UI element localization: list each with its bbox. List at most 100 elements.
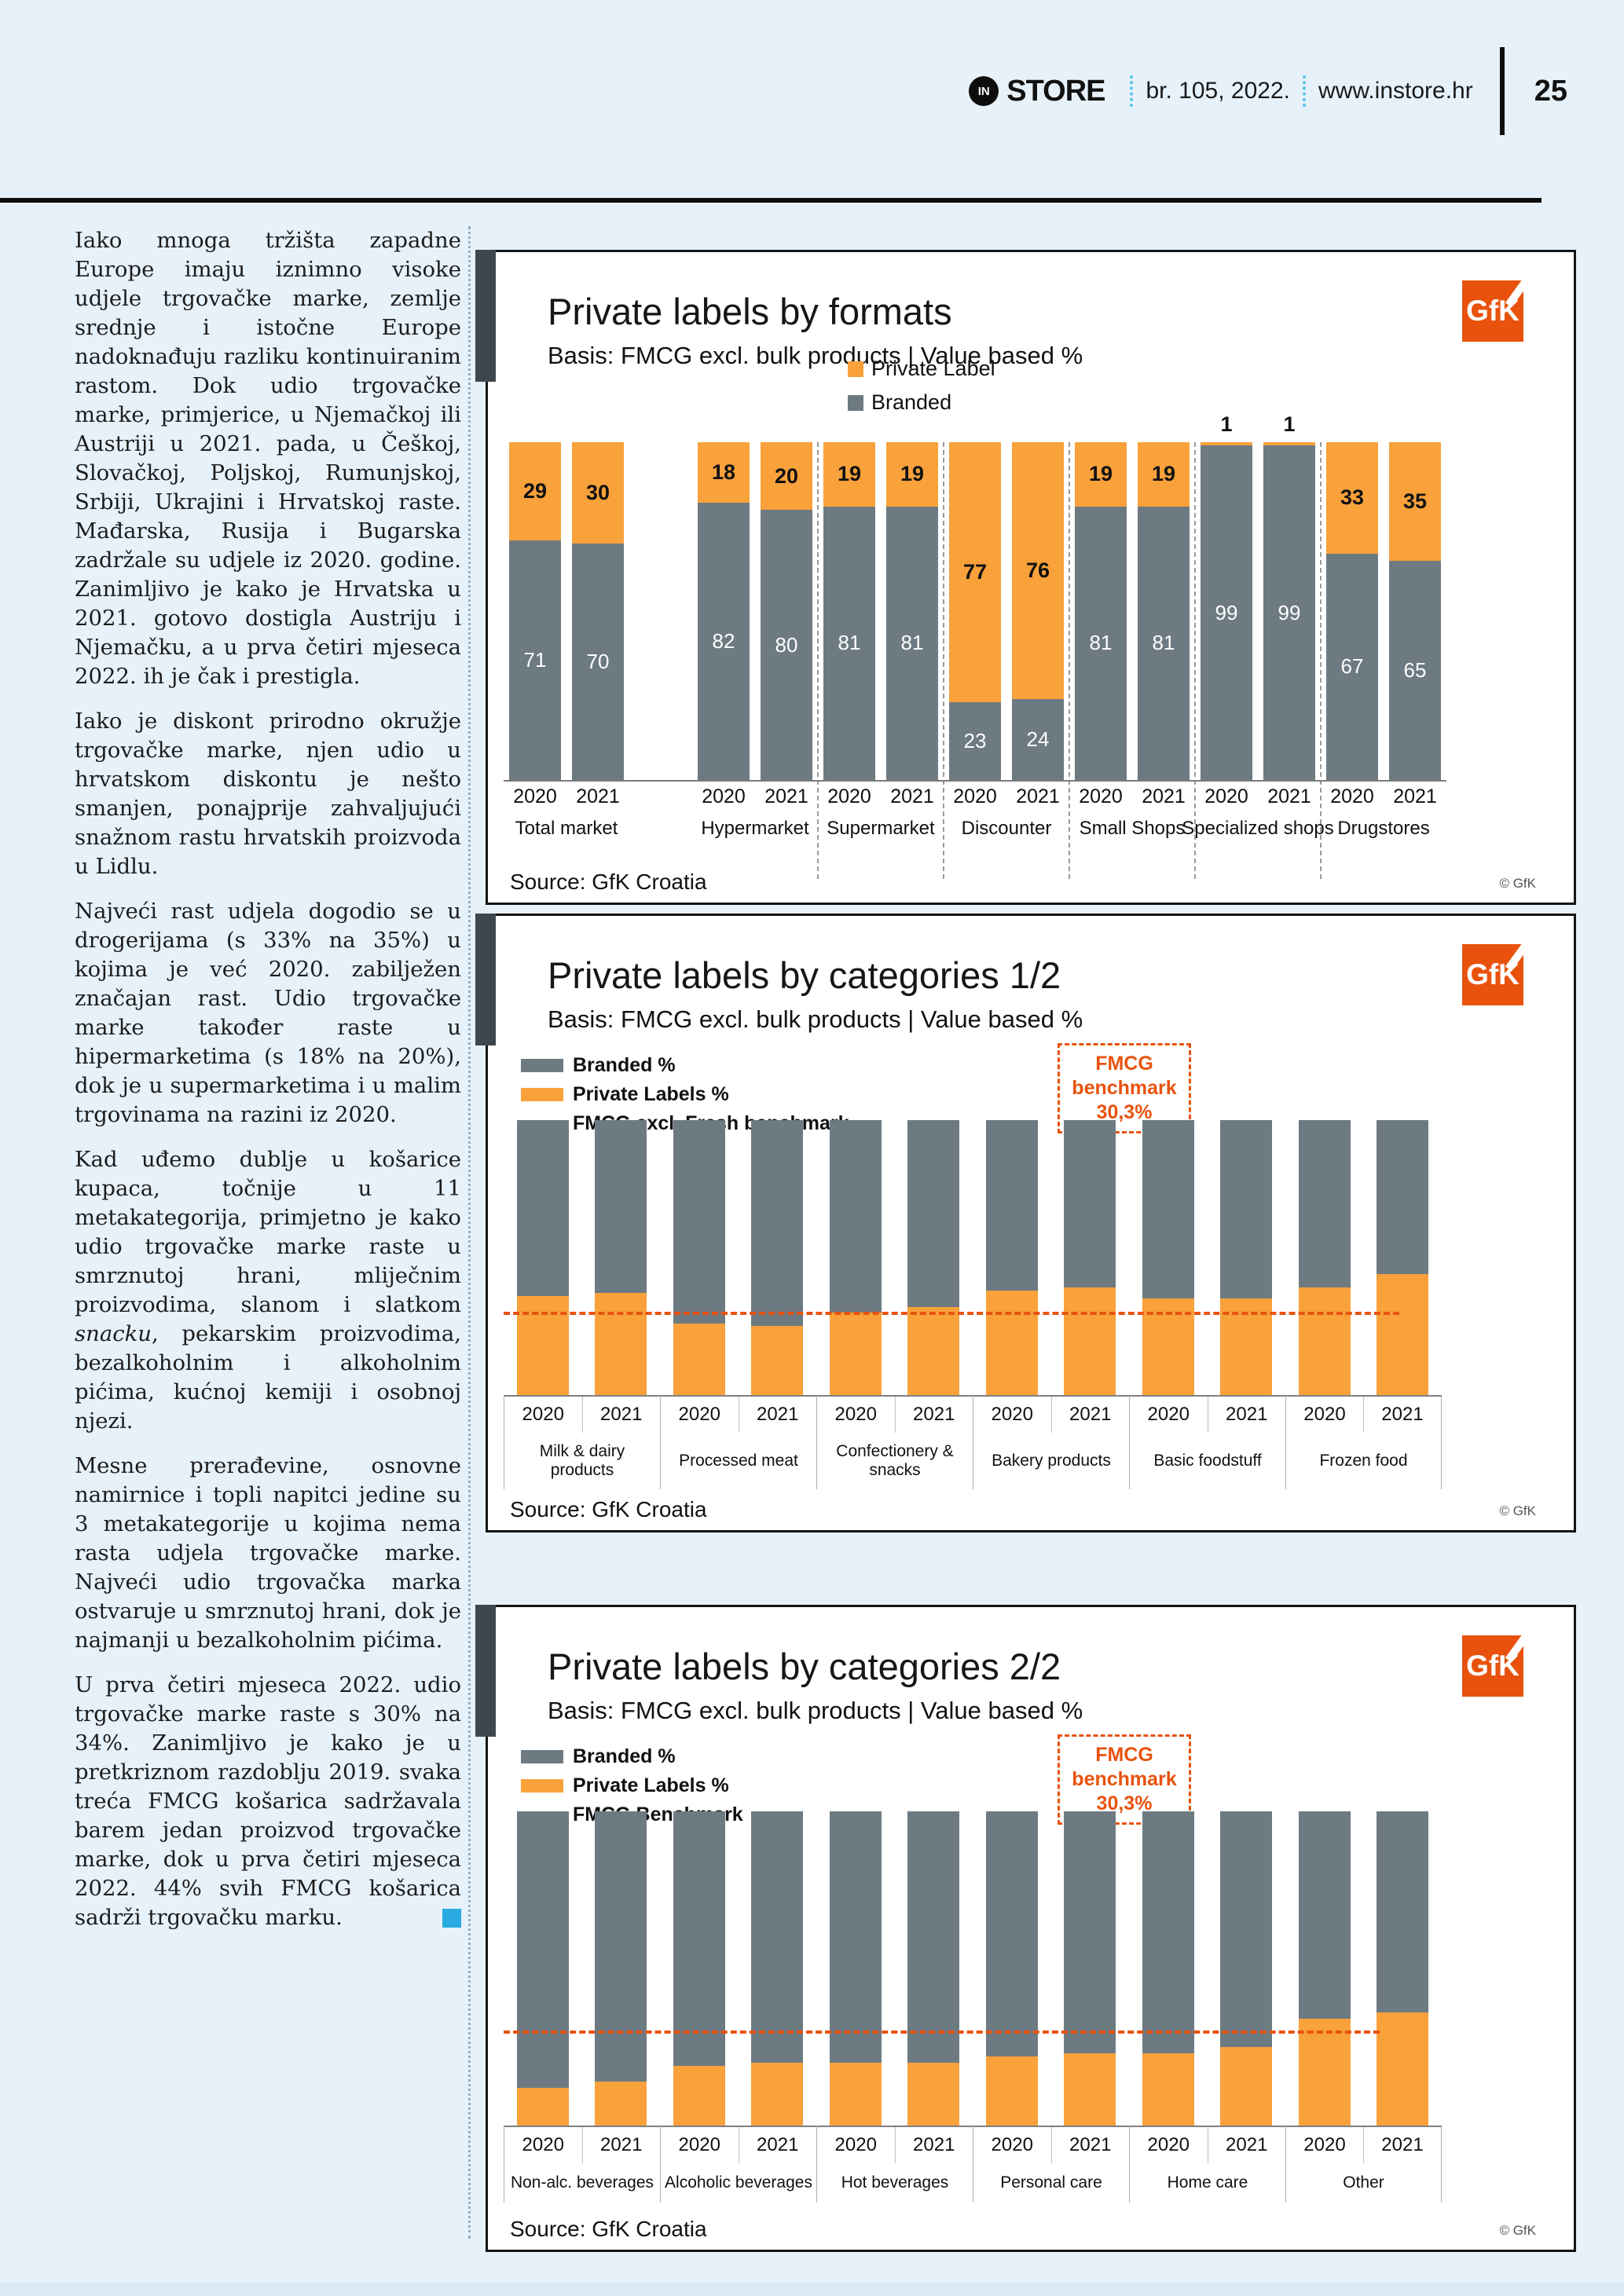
group-separator — [1069, 442, 1070, 879]
year-label: 2020 — [1079, 785, 1123, 807]
branded-value: 80 — [775, 632, 798, 657]
private-label-value: 29 — [522, 478, 548, 503]
stacked-bar — [1220, 1811, 1272, 2126]
private-label-segment: 1 — [1263, 412, 1315, 446]
year-label: 2020 — [1130, 2127, 1208, 2163]
branded-segment — [1142, 1120, 1194, 1298]
private-label-segment — [907, 1307, 959, 1395]
chart-title: Private labels by categories 2/2 — [548, 1646, 1061, 1687]
group-bars: 77 23 76 24 — [944, 442, 1069, 780]
private-label-value: 20 — [774, 463, 799, 488]
stacked-bar: 19 81 — [1138, 442, 1190, 780]
year-labels: 2020 2021 — [817, 1397, 973, 1433]
year-label: 2021 — [600, 2134, 643, 2155]
chart-group: 2020 2021 Bakery products — [973, 1120, 1129, 1489]
private-label-segment — [673, 1324, 725, 1395]
group-label-box: 2020 2021 Milk & dairy products — [504, 1395, 660, 1489]
branded-segment — [986, 1811, 1038, 2056]
year-label: 2020 — [817, 2127, 896, 2163]
instore-logo-monogram: IN — [977, 84, 990, 98]
group-bars — [1129, 1120, 1285, 1395]
stacked-bar: 77 23 — [949, 442, 1001, 780]
x-axis-line — [504, 780, 1446, 782]
branded-segment — [1377, 1120, 1428, 1274]
category-label: Frozen food — [1319, 1452, 1408, 1470]
year-label: 2021 — [600, 1404, 643, 1425]
year-label: 2021 — [1016, 785, 1060, 807]
private-label-segment — [673, 2066, 725, 2126]
article-column: Iako mnoga tržišta zapadne Europe imaju … — [75, 226, 461, 1932]
year-label: 2020 — [1130, 1397, 1208, 1433]
branded-segment: 82 — [698, 503, 750, 780]
year-label: 2020 — [953, 785, 997, 807]
private-label-segment: 33 — [1326, 442, 1378, 554]
year-label: 2020 — [817, 1397, 896, 1433]
category-label: Bakery products — [992, 1452, 1111, 1470]
year-labels: 2020 2021 — [504, 1397, 660, 1433]
branded-segment — [986, 1120, 1038, 1291]
private-label-segment — [751, 1326, 803, 1395]
private-label-segment — [1299, 2019, 1351, 2126]
stacked-bar — [1064, 1811, 1116, 2126]
branded-segment: 80 — [761, 510, 812, 780]
private-label-segment — [830, 1313, 882, 1395]
header-dotted-separator — [1302, 75, 1306, 107]
branded-value: 81 — [900, 631, 924, 655]
category-label: Milk & dairy products — [539, 1442, 625, 1479]
panel-accent-bar — [475, 914, 496, 1045]
year-labels: 2020 2021 — [1130, 1397, 1285, 1433]
group-bars: 19 81 19 81 — [1069, 442, 1195, 780]
article-paragraph: Kad uđemo dublje u košarice kupaca, točn… — [75, 1145, 461, 1436]
category-label: Processed meat — [679, 1452, 798, 1470]
private-label-value: 1 — [1283, 412, 1296, 436]
year-label: 2021 — [1381, 2134, 1424, 2155]
header-rule — [0, 198, 1542, 203]
private-label-value: 19 — [1088, 462, 1113, 486]
brand-name: STORE — [1006, 74, 1105, 108]
branded-segment — [751, 1811, 803, 2063]
chart-group: 77 23 76 24 2020 2021 Discounter — [943, 442, 1069, 879]
group-label-box: 2020 2021 Non-alc. beverages — [504, 2126, 660, 2203]
stacked-bar — [1064, 1120, 1116, 1395]
gfk-logo: GfK — [1462, 1635, 1523, 1697]
chart-group: 1 99 1 99 2020 2021 Specialized shops — [1182, 412, 1334, 879]
benchmark-box: FMCG benchmark 30,3% — [1058, 1043, 1191, 1133]
article-paragraph: Iako mnoga tržišta zapadne Europe imaju … — [75, 228, 461, 689]
year-label: 2020 — [504, 1397, 583, 1433]
chart-group: 2020 2021 Frozen food — [1285, 1120, 1442, 1489]
panel-accent-bar — [475, 1605, 496, 1737]
branded-segment: 81 — [1075, 506, 1127, 780]
private-label-segment: 18 — [698, 442, 750, 504]
branded-segment: 81 — [823, 506, 875, 780]
article-italic-word: snacku — [75, 1321, 152, 1346]
categories-2-bar-chart: 2020 2021 Non-alc. beverages 2020 2021 Alcoho… — [504, 1811, 1442, 2203]
year-label: 2021 — [1142, 785, 1186, 807]
stacked-bar — [986, 1811, 1038, 2126]
year-labels: 2020 2021 — [818, 780, 944, 813]
year-labels: 2020 2021 — [692, 780, 818, 813]
stacked-bar — [595, 1811, 647, 2126]
private-label-segment — [751, 2063, 803, 2126]
year-label: 2020 — [1286, 2127, 1364, 2163]
branded-segment — [830, 1811, 882, 2063]
group-separator — [817, 442, 819, 879]
branded-segment — [595, 1811, 647, 2082]
branded-segment — [1064, 1811, 1116, 2053]
chart-copyright: © GfK — [1499, 2223, 1536, 2238]
private-label-swatch-icon — [521, 1088, 563, 1101]
chart-group: 33 67 35 65 2020 2021 Drugstores — [1320, 442, 1446, 879]
private-label-segment — [595, 2082, 647, 2126]
chart-group: 2020 2021 Milk & dairy products — [504, 1120, 660, 1489]
year-label: 2020 — [1204, 785, 1248, 807]
gfk-logo-text: GfK — [1466, 1650, 1520, 1682]
private-label-segment: 19 — [1075, 442, 1127, 507]
stacked-bar — [517, 1120, 569, 1395]
page-number: 25 — [1534, 74, 1567, 108]
group-bars: 1 99 1 99 — [1195, 412, 1321, 780]
group-separator — [1194, 442, 1196, 879]
group-label-box: 2020 2021 Confectionery & snacks — [816, 1395, 973, 1489]
legend-item: Private Labels % — [521, 1083, 849, 1106]
issue-number: br. 105, 2022. — [1146, 78, 1290, 104]
branded-segment — [595, 1120, 647, 1293]
year-label: 2021 — [1226, 2134, 1268, 2155]
